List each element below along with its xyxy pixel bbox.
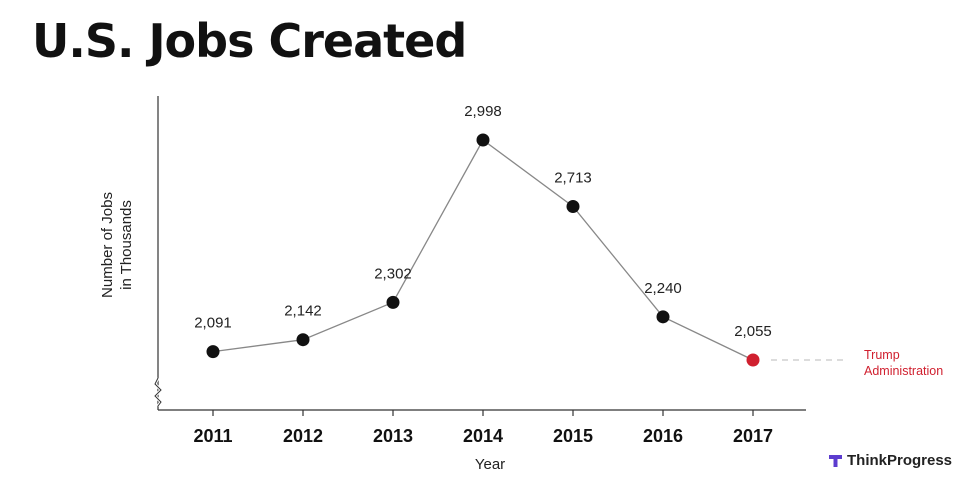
data-label-2017: 2,055 <box>734 323 772 340</box>
x-tick-label-2014: 2014 <box>463 426 503 446</box>
data-label-2011: 2,091 <box>194 315 232 332</box>
x-tick-label-2011: 2011 <box>193 426 232 446</box>
y-axis-label-line-1: Number of Jobs <box>99 192 116 298</box>
x-tick-label-2016: 2016 <box>643 426 683 446</box>
x-axis-tick-labels: 2011 2012 2013 2014 2015 2016 2017 <box>193 426 773 446</box>
data-point-2015 <box>566 199 580 213</box>
data-label-2014: 2,998 <box>464 103 502 120</box>
y-axis-label: Number of Jobs in Thousands <box>99 192 135 298</box>
chart-title: U.S. Jobs Created <box>32 14 467 68</box>
series-line <box>212 139 754 361</box>
brand-name: ThinkProgress <box>847 452 953 469</box>
x-tick-label-2015: 2015 <box>553 426 593 446</box>
data-points <box>206 133 760 367</box>
y-axis-break-zigzag <box>154 377 162 407</box>
annotation-trump-administration: Trump Administration <box>864 348 943 378</box>
data-label-2015: 2,713 <box>554 169 592 186</box>
x-axis-ticks <box>212 410 754 416</box>
data-label-2013: 2,302 <box>374 265 412 282</box>
x-tick-label-2013: 2013 <box>373 426 413 446</box>
annotation-line-1: Trump <box>864 348 900 362</box>
y-axis-label-line-2: in Thousands <box>118 200 135 290</box>
annotation-line-2: Administration <box>864 364 943 378</box>
x-tick-label-2017: 2017 <box>733 426 773 446</box>
x-tick-label-2012: 2012 <box>283 426 323 446</box>
data-point-2016 <box>656 310 670 324</box>
data-label-2016: 2,240 <box>644 280 682 297</box>
data-label-2012: 2,142 <box>284 303 322 320</box>
data-point-2014 <box>476 133 490 147</box>
tp-t-icon <box>829 454 842 467</box>
data-point-2011 <box>206 345 220 359</box>
data-point-2012 <box>296 333 310 347</box>
data-labels: 2,091 2,142 2,302 2,998 2,713 2,240 2,055 <box>194 103 772 340</box>
data-point-2013 <box>386 295 400 309</box>
data-point-2017 <box>746 353 760 367</box>
brand-logo: ThinkProgress <box>829 452 952 469</box>
x-axis-label: Year <box>475 456 505 473</box>
